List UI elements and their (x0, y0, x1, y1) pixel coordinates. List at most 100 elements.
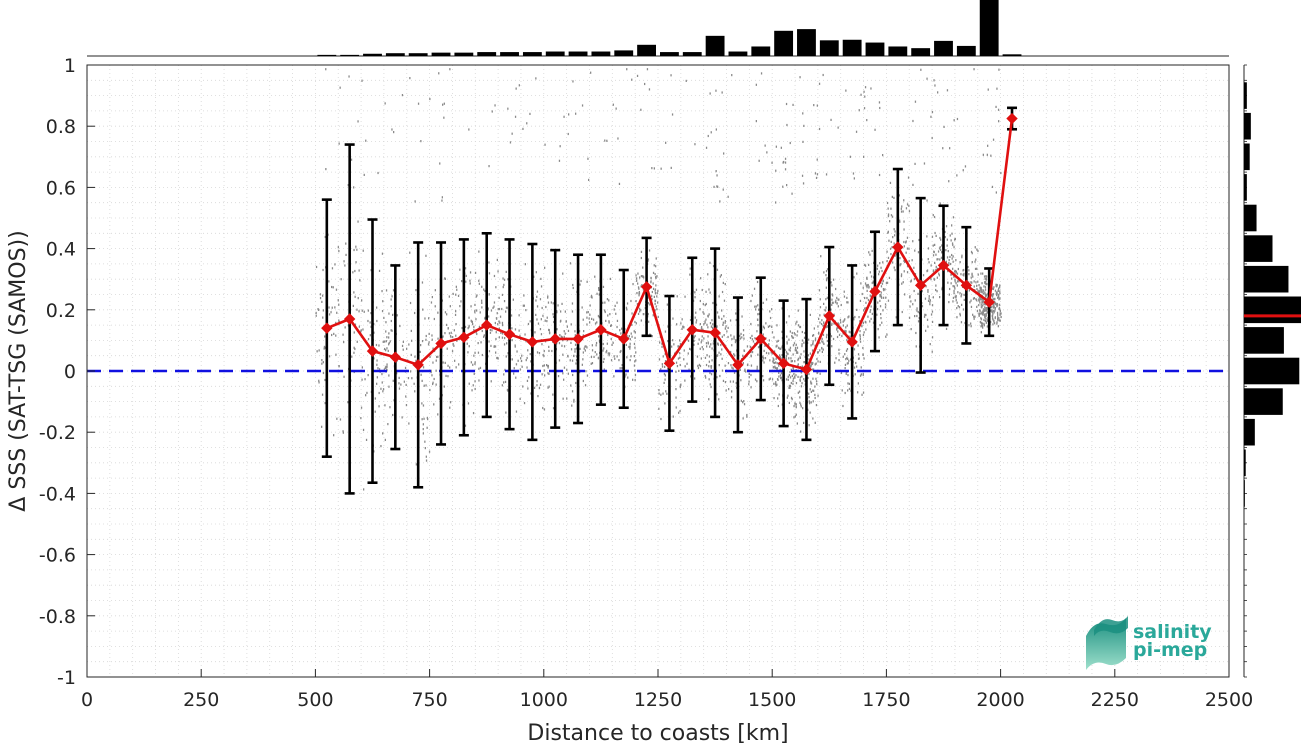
scatter-point (957, 291, 959, 294)
scatter-point (552, 407, 555, 410)
scatter-point (817, 360, 819, 363)
scatter-point (762, 375, 764, 378)
scatter-point (474, 361, 476, 364)
scatter-point (384, 102, 386, 105)
scatter-point (774, 383, 777, 386)
scatter-point (572, 283, 574, 287)
scatter-point (786, 123, 788, 127)
x-tick-label: 250 (183, 689, 219, 711)
scatter-point (888, 276, 891, 279)
scatter-point (994, 317, 996, 320)
scatter-point (727, 195, 729, 198)
scatter-point (880, 285, 883, 288)
scatter-point (526, 122, 528, 125)
scatter-point (998, 303, 1001, 306)
mean-marker (709, 327, 721, 339)
scatter-point (504, 380, 507, 383)
scatter-point (981, 291, 983, 294)
scatter-point (635, 300, 637, 303)
scatter-point (519, 397, 521, 400)
scatter-point (700, 327, 703, 330)
scatter-point (319, 293, 322, 296)
scatter-point (758, 159, 760, 162)
scatter-point (376, 319, 378, 323)
scatter-point (697, 342, 699, 345)
scatter-point (727, 362, 730, 365)
scatter-point (435, 383, 437, 386)
scatter-point (951, 232, 953, 235)
scatter-point (684, 365, 686, 368)
scatter-point (535, 299, 537, 302)
scatter-point (732, 380, 734, 383)
scatter-point (978, 296, 981, 299)
scatter-point (449, 366, 451, 369)
scatter-point (634, 360, 636, 363)
scatter-point (423, 417, 425, 420)
scatter-point (660, 417, 662, 421)
scatter-point (540, 277, 542, 280)
scatter-point (972, 275, 974, 278)
scatter-point (903, 270, 905, 273)
scatter-point (771, 331, 774, 334)
scatter-point (984, 277, 986, 280)
scatter-point (910, 300, 912, 303)
scatter-point (322, 316, 324, 319)
scatter-point (474, 387, 476, 391)
scatter-point (768, 343, 770, 346)
scatter-point (809, 365, 812, 368)
scatter-point (489, 331, 492, 334)
scatter-point (871, 281, 873, 285)
scatter-point (880, 291, 882, 294)
scatter-point (924, 313, 926, 316)
scatter-point (832, 301, 834, 304)
scatter-point (998, 120, 1000, 123)
scatter-point (351, 355, 353, 358)
scatter-point (755, 305, 757, 308)
scatter-point (856, 272, 858, 275)
scatter-point (616, 319, 619, 322)
scatter-point (590, 362, 592, 365)
scatter-point (955, 282, 957, 285)
scatter-point (388, 336, 390, 339)
scatter-point (421, 281, 424, 284)
scatter-point (984, 288, 987, 291)
y-tick-label: -1 (57, 667, 76, 689)
scatter-point (433, 403, 435, 406)
scatter-point (793, 342, 796, 345)
scatter-point (401, 416, 403, 419)
scatter-point (667, 340, 669, 343)
scatter-point (868, 263, 870, 266)
scatter-point (996, 283, 998, 287)
scatter-point (771, 352, 773, 355)
scatter-point (866, 284, 868, 287)
scatter-point (795, 382, 798, 385)
scatter-point (930, 115, 932, 118)
scatter-point (967, 265, 969, 269)
scatter-point (443, 102, 445, 105)
scatter-point (835, 357, 837, 360)
scatter-point (756, 380, 758, 383)
scatter-point (790, 360, 792, 363)
scatter-point (720, 343, 722, 347)
scatter-point (388, 385, 390, 388)
top-histogram-bar (408, 53, 428, 56)
scatter-point (731, 74, 733, 77)
scatter-point (928, 297, 930, 300)
scatter-point (497, 323, 499, 326)
scatter-point (608, 321, 610, 324)
scatter-point (847, 389, 849, 392)
scatter-point (613, 308, 615, 311)
scatter-point (420, 140, 422, 143)
scatter-point (961, 254, 963, 257)
scatter-point (845, 326, 847, 329)
scatter-point (684, 379, 686, 382)
scatter-point (354, 269, 356, 273)
scatter-point (633, 364, 636, 367)
scatter-point (602, 349, 604, 352)
scatter-point (619, 329, 621, 332)
scatter-point (637, 272, 639, 275)
scatter-point (456, 288, 458, 291)
scatter-point (873, 276, 875, 279)
scatter-point (435, 359, 437, 362)
scatter-point (582, 318, 584, 321)
